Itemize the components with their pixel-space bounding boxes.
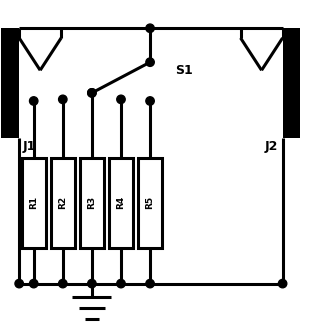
Text: R3: R3 <box>87 196 96 209</box>
Circle shape <box>88 89 96 97</box>
Text: R1: R1 <box>29 196 38 209</box>
Bar <box>138 157 162 248</box>
Text: R5: R5 <box>146 196 155 209</box>
Circle shape <box>278 279 287 288</box>
Circle shape <box>30 97 38 105</box>
Text: J2: J2 <box>265 140 278 153</box>
Circle shape <box>59 95 67 104</box>
Text: S1: S1 <box>175 64 193 77</box>
Bar <box>80 157 104 248</box>
Circle shape <box>30 279 38 288</box>
Text: R4: R4 <box>116 196 126 209</box>
Text: R2: R2 <box>58 196 67 209</box>
Text: J1: J1 <box>22 140 36 153</box>
Circle shape <box>146 58 154 66</box>
Bar <box>22 157 46 248</box>
Bar <box>109 157 133 248</box>
Circle shape <box>117 95 125 104</box>
Circle shape <box>146 279 154 288</box>
Circle shape <box>59 279 67 288</box>
Circle shape <box>88 89 96 97</box>
Circle shape <box>15 279 23 288</box>
Bar <box>51 157 75 248</box>
Bar <box>1 28 19 138</box>
Circle shape <box>117 279 125 288</box>
Circle shape <box>88 279 96 288</box>
Bar <box>283 28 300 138</box>
Circle shape <box>146 97 154 105</box>
Circle shape <box>146 24 154 32</box>
